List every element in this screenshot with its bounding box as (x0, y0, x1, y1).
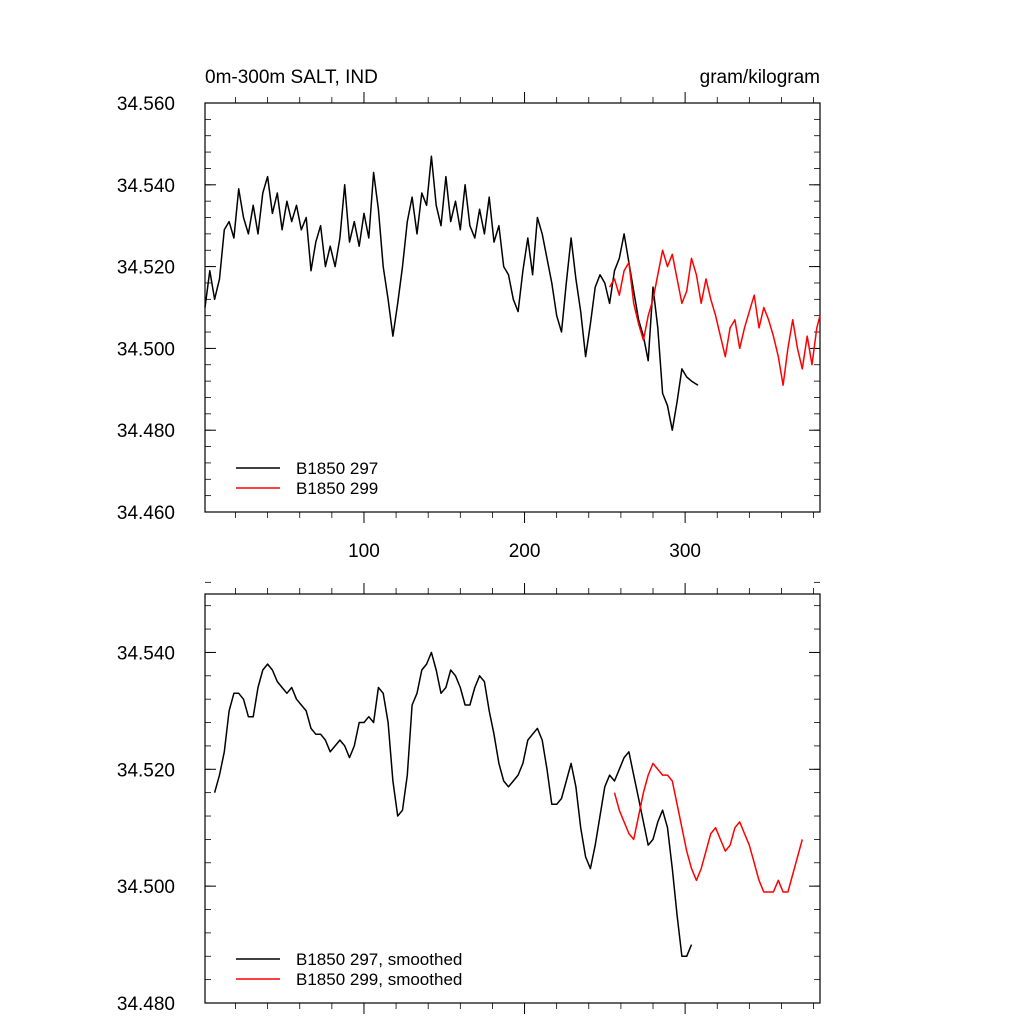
legend-label: B1850 297, smoothed (296, 950, 462, 969)
legend-label: B1850 297 (296, 459, 378, 478)
left-title: 0m-300m SALT, IND (205, 67, 378, 88)
y-tick-label: 34.540 (117, 643, 175, 664)
y-tick-label: 34.520 (117, 258, 175, 279)
y-tick-label: 34.540 (117, 176, 175, 197)
x-tick-label: 100 (348, 541, 380, 562)
y-tick-label: 34.500 (117, 339, 175, 360)
series-line-1 (213, 651, 693, 958)
plot-frame (204, 593, 821, 1004)
right-title: gram/kilogram (700, 67, 820, 88)
y-tick-label: 34.480 (117, 421, 175, 442)
x-tick-label: 300 (669, 541, 701, 562)
plot-frame (204, 102, 821, 513)
legend-label: B1850 299, smoothed (296, 970, 462, 989)
series-line-1 (204, 155, 699, 431)
x-tick-label: 200 (509, 541, 541, 562)
y-tick-label: 34.500 (117, 877, 175, 898)
y-tick-label: 34.520 (117, 760, 175, 781)
y-tick-label: 34.560 (117, 94, 175, 115)
series-line-2 (613, 762, 804, 893)
y-tick-label: 34.480 (117, 994, 175, 1015)
legend-label: B1850 299 (296, 479, 378, 498)
top-panel: 34.460 34.480 34.500 34.520 34.540 34.560 100 2… (117, 92, 821, 562)
bottom-panel: 34.480 34.500 34.520 34.540 B1850 297, smoot… (117, 581, 821, 1015)
y-tick-label: 34.460 (117, 503, 175, 524)
series-line-2 (608, 249, 821, 386)
